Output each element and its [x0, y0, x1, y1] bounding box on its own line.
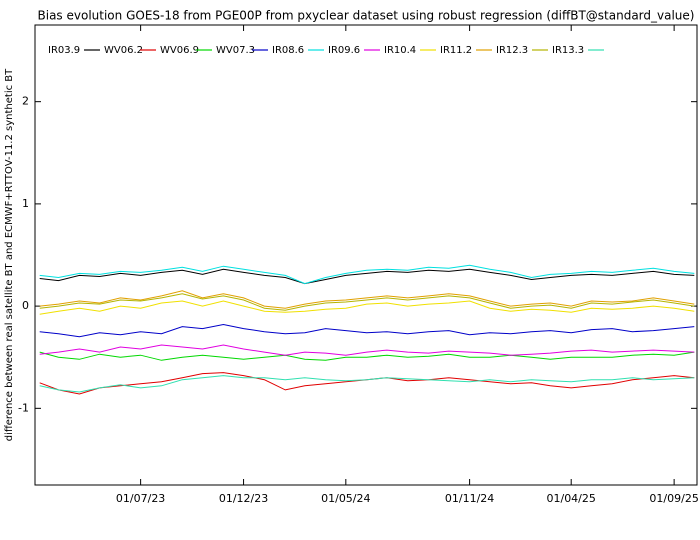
- x-tick-label: 01/07/23: [116, 492, 165, 505]
- series-line: [39, 293, 695, 311]
- legend-label: IR11.2: [440, 45, 472, 56]
- y-tick-label: 0: [22, 299, 29, 312]
- legend-label: IR09.6: [328, 45, 360, 56]
- legend-label: IR03.9: [48, 45, 80, 56]
- series-line: [39, 323, 695, 338]
- legend-label: WV07.3: [216, 45, 255, 56]
- y-tick-label: -1: [18, 401, 29, 414]
- y-tick-label: 1: [22, 197, 29, 210]
- series-line: [39, 344, 695, 356]
- series-line: [39, 290, 695, 309]
- legend-label: WV06.9: [160, 45, 199, 56]
- x-tick-label: 01/12/23: [219, 492, 268, 505]
- legend-label: IR12.3: [496, 45, 528, 56]
- y-axis-label: difference between real satellite BT and…: [4, 68, 15, 441]
- chart-title: Bias evolution GOES-18 from PGE00P from …: [38, 9, 695, 23]
- series-line: [39, 375, 695, 393]
- x-tick-label: 01/11/24: [445, 492, 494, 505]
- legend-label: IR13.3: [552, 45, 584, 56]
- series-line: [39, 351, 695, 361]
- legend-label: IR10.4: [384, 45, 416, 56]
- x-tick-label: 01/04/25: [546, 492, 595, 505]
- series-line: [39, 268, 695, 285]
- legend-label: IR08.6: [272, 45, 304, 56]
- legend-label: WV06.2: [104, 45, 143, 56]
- series-line: [39, 372, 695, 395]
- y-tick-label: 2: [22, 95, 29, 108]
- series-line: [39, 300, 695, 315]
- plot-frame: [34, 24, 698, 486]
- x-tick-label: 01/05/24: [321, 492, 370, 505]
- series-line: [39, 264, 695, 285]
- x-tick-label: 01/09/25: [649, 492, 698, 505]
